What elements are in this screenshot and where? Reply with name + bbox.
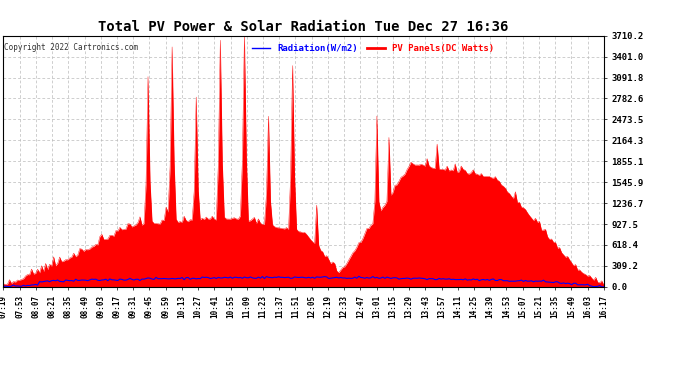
Text: Copyright 2022 Cartronics.com: Copyright 2022 Cartronics.com (4, 43, 138, 52)
Legend: Radiation(W/m2), PV Panels(DC Watts): Radiation(W/m2), PV Panels(DC Watts) (248, 40, 497, 56)
Title: Total PV Power & Solar Radiation Tue Dec 27 16:36: Total PV Power & Solar Radiation Tue Dec… (99, 21, 509, 34)
